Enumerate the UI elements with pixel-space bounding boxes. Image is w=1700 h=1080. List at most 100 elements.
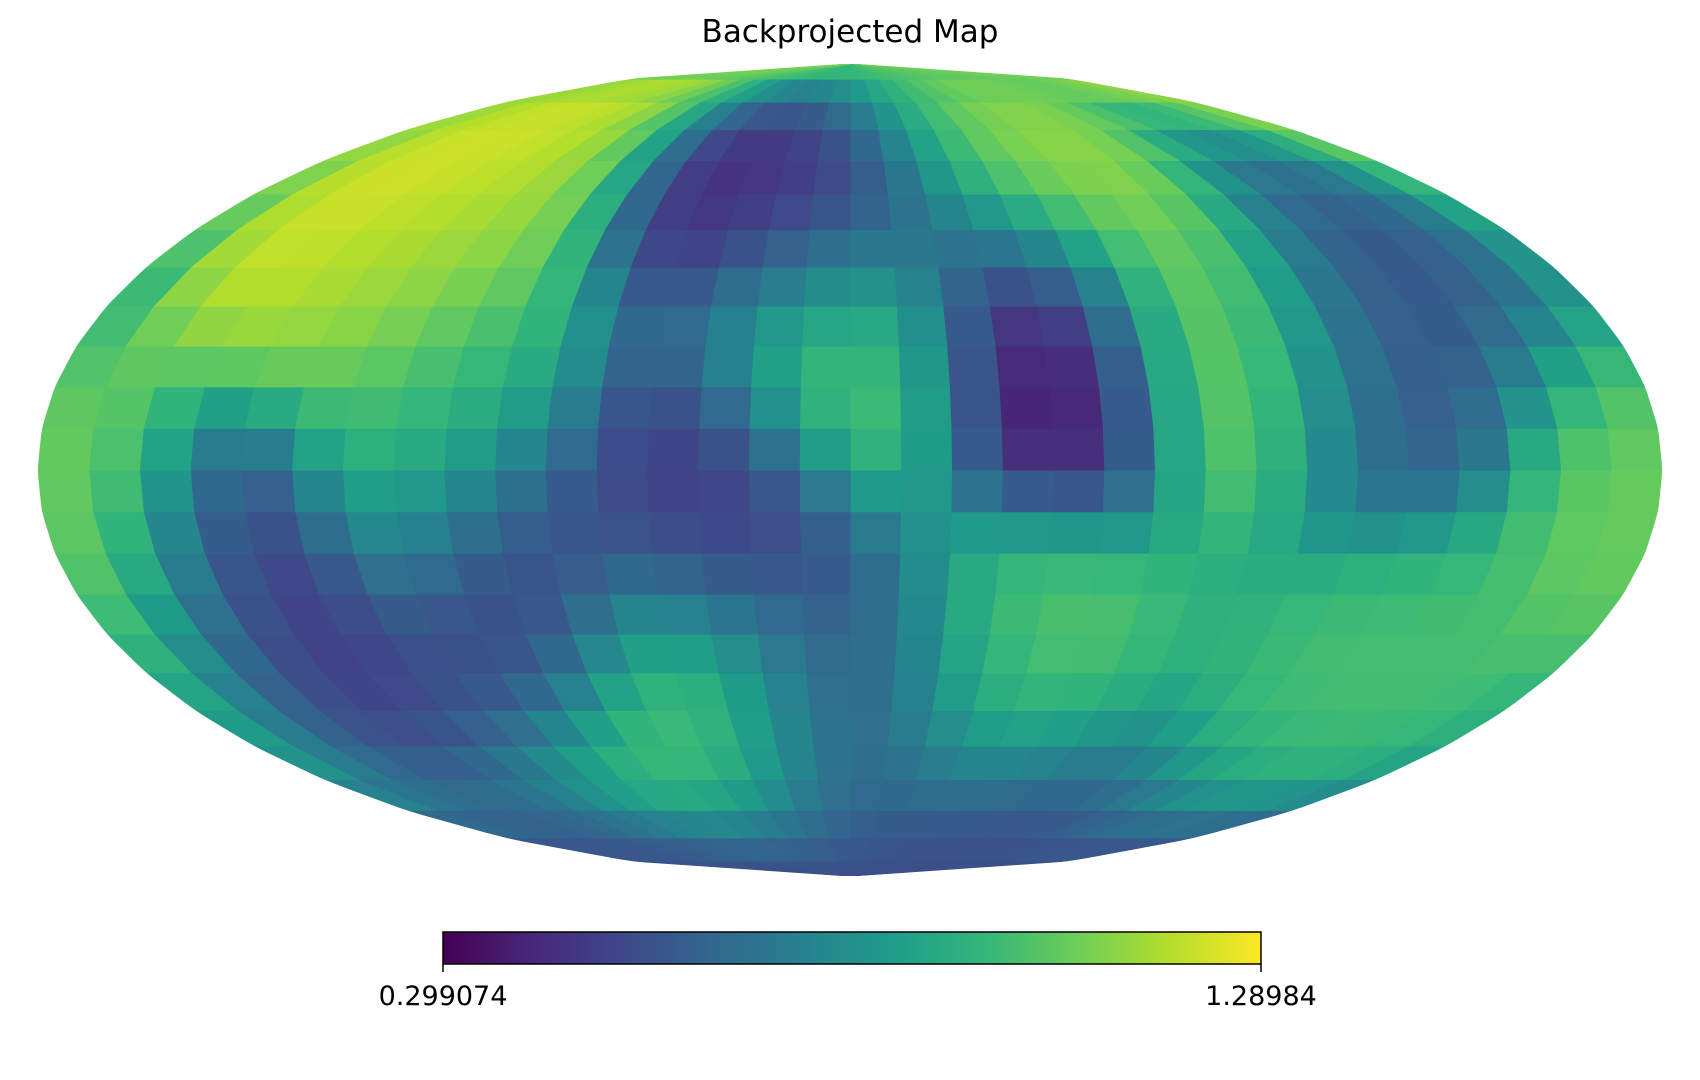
- map-pixel: [1296, 386, 1356, 429]
- map-pixel: [38, 469, 94, 513]
- map-pixel: [798, 469, 851, 513]
- map-pixel: [1147, 511, 1204, 554]
- map-pixel: [1048, 511, 1103, 554]
- map-pixel: [937, 266, 990, 307]
- map-pixel: [698, 511, 752, 554]
- map-pixel: [1445, 511, 1507, 554]
- map-pixel: [931, 672, 983, 711]
- map-pixel: [798, 386, 851, 429]
- map-pixel: [931, 229, 983, 268]
- chart-title: Backprojected Map: [702, 14, 999, 50]
- map-pixel: [38, 427, 94, 471]
- map-pixel: [595, 469, 649, 513]
- map-pixel: [798, 427, 851, 471]
- map-pixel: [849, 672, 895, 711]
- map-pixel: [899, 386, 952, 429]
- map-pixel: [1404, 469, 1460, 513]
- mollweide-map: [38, 64, 1662, 876]
- map-pixel: [1152, 427, 1206, 471]
- map-pixel: [546, 511, 603, 554]
- map-pixel: [1097, 511, 1154, 554]
- map-pixel: [988, 305, 1044, 347]
- map-pixel: [650, 345, 706, 388]
- colorbar-gradient: [442, 931, 1262, 965]
- map-pixel: [240, 469, 296, 513]
- map-pixel: [981, 266, 1037, 307]
- map-pixel: [501, 345, 561, 388]
- map-pixel: [494, 469, 548, 513]
- map-pixel: [1101, 427, 1156, 471]
- map-pixel: [950, 427, 1003, 471]
- map-pixel: [801, 305, 851, 347]
- map-pixel: [942, 305, 996, 347]
- map-pixel: [849, 160, 888, 195]
- map-pixel: [1152, 469, 1206, 513]
- map-pixel: [700, 345, 754, 388]
- map-pixel: [1051, 469, 1105, 513]
- map-pixel: [946, 345, 1000, 388]
- map-pixel: [1455, 469, 1511, 513]
- map-pixel: [994, 345, 1050, 388]
- map-pixel: [445, 386, 503, 429]
- map-pixel: [761, 229, 810, 268]
- map-pixel: [886, 193, 933, 231]
- map-pixel: [761, 672, 810, 711]
- map-pixel: [895, 305, 948, 347]
- map-pixel: [946, 552, 1000, 595]
- map-pixel: [496, 511, 553, 554]
- map-pixel: [392, 469, 447, 513]
- map-pixel: [646, 427, 700, 471]
- map-pixel: [1404, 427, 1460, 471]
- map-pixel: [294, 511, 354, 554]
- map-pixel: [496, 386, 553, 429]
- map-pixel: [950, 469, 1003, 513]
- map-pixel: [849, 266, 897, 307]
- map-pixel: [243, 511, 305, 554]
- map-pixel: [849, 129, 884, 161]
- map-pixel: [1035, 305, 1093, 347]
- map-pixel: [899, 511, 952, 554]
- colorbar-max-label: 1.28984: [1205, 981, 1317, 1012]
- map-pixel: [893, 266, 944, 307]
- map-pixel: [551, 345, 609, 388]
- map-pixel: [1139, 552, 1199, 595]
- map-pixel: [647, 511, 702, 554]
- map-pixel: [1556, 469, 1612, 513]
- map-pixel: [1042, 345, 1099, 388]
- map-pixel: [805, 229, 851, 268]
- map-pixel: [948, 511, 1002, 554]
- map-pixel: [808, 193, 851, 231]
- map-pixel: [243, 386, 305, 429]
- colorbar-min-label: 0.299074: [379, 981, 508, 1012]
- map-pixel: [1346, 386, 1406, 429]
- map-pixel: [1296, 511, 1356, 554]
- map-pixel: [189, 469, 245, 513]
- map-pixel: [88, 427, 144, 471]
- map-pixel: [710, 633, 763, 674]
- map-pixel: [1606, 469, 1662, 513]
- map-pixel: [890, 229, 939, 268]
- map-pixel: [981, 633, 1037, 674]
- map-pixel: [948, 386, 1002, 429]
- map-pixel: [443, 427, 498, 471]
- map-pixel: [801, 593, 851, 635]
- map-pixel: [747, 427, 801, 471]
- map-pixel: [942, 593, 996, 635]
- map-pixel: [595, 427, 649, 471]
- map-pixel: [647, 386, 702, 429]
- map-pixel: [1354, 427, 1409, 471]
- map-pixel: [395, 386, 454, 429]
- map-pixel: [747, 469, 801, 513]
- map-pixel: [88, 469, 144, 513]
- map-pixel: [1354, 469, 1409, 513]
- map-pixel: [240, 427, 296, 471]
- map-pixel: [630, 64, 851, 80]
- map-pixel: [1606, 427, 1662, 471]
- map-pixel: [1246, 511, 1305, 554]
- map-pixel: [656, 305, 712, 347]
- map-pixel: [849, 745, 888, 780]
- map-pixel: [656, 593, 712, 635]
- map-pixel: [1139, 345, 1199, 388]
- map-pixel: [698, 386, 752, 429]
- map-pixel: [899, 427, 953, 471]
